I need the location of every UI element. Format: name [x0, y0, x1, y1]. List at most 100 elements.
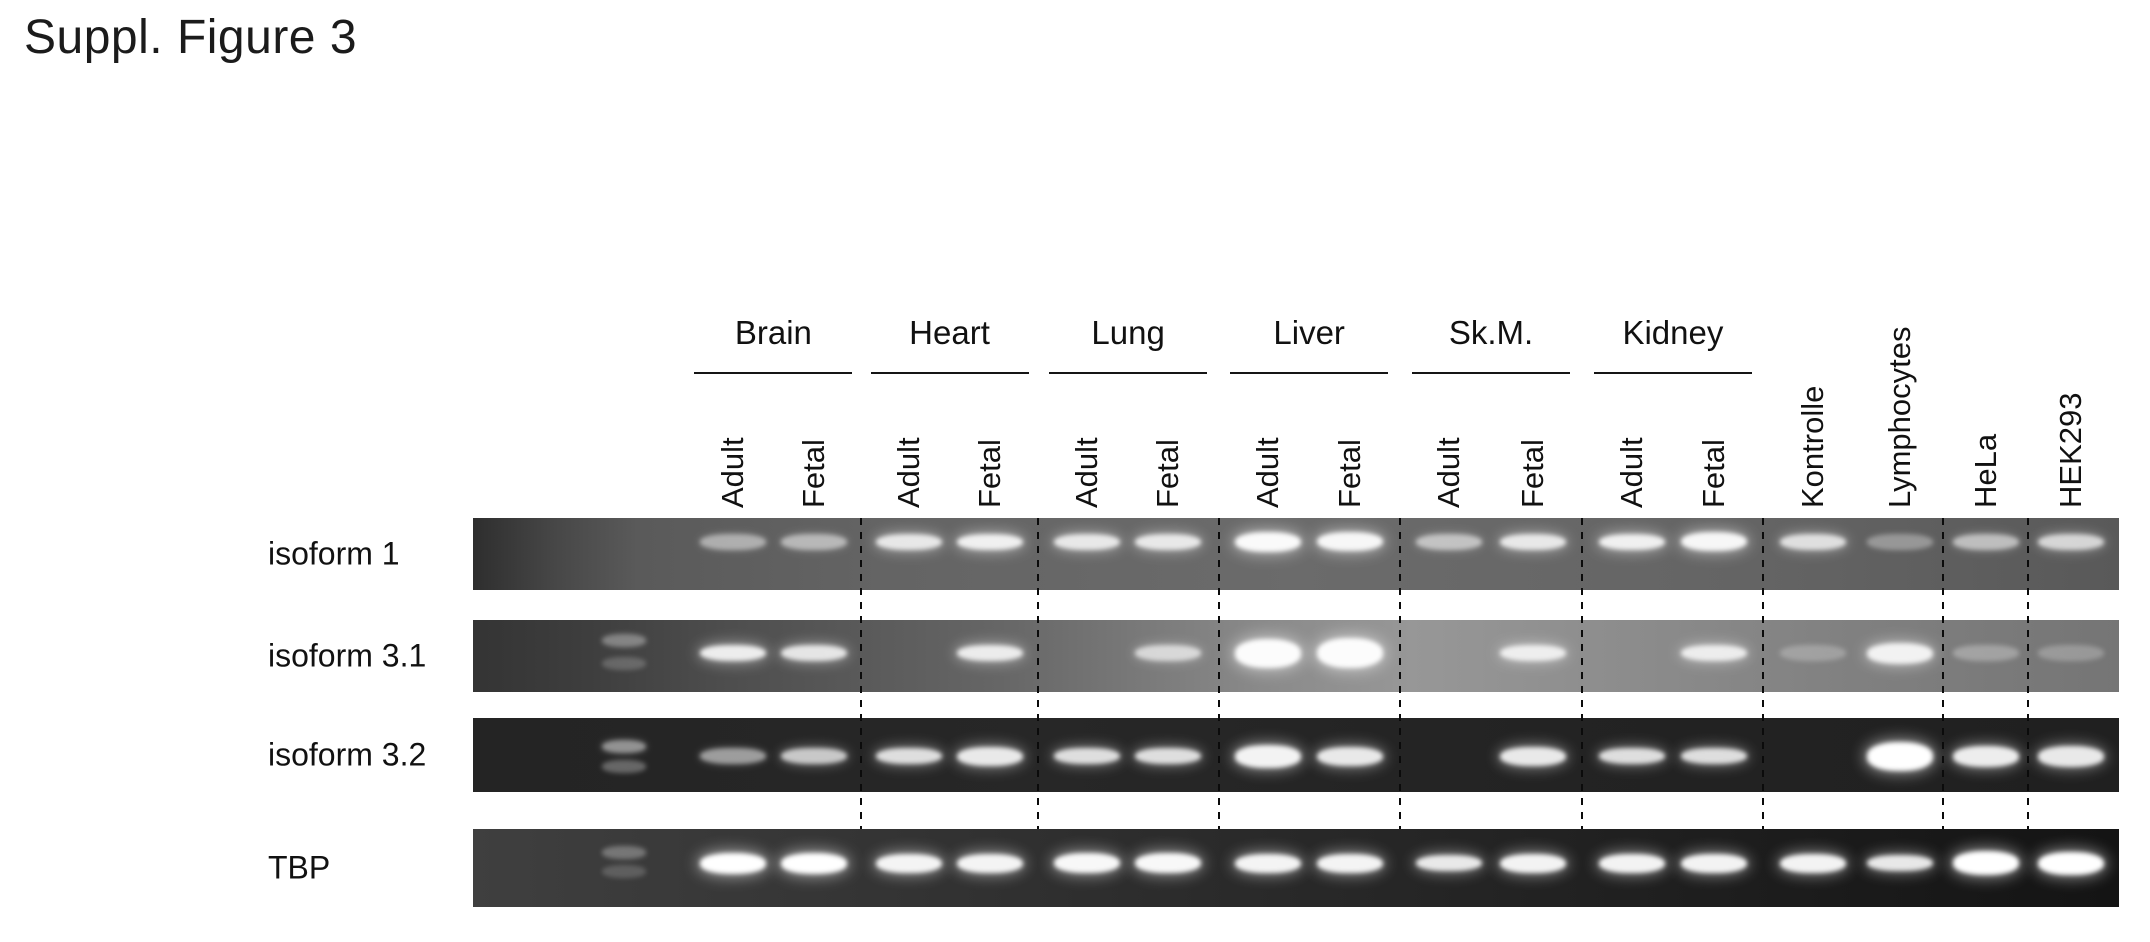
tissue-group-underline — [1593, 372, 1752, 374]
gel-band — [876, 748, 943, 765]
gel-band — [1317, 637, 1384, 669]
gel-band — [700, 748, 767, 765]
lane-label: Adult — [1431, 437, 1467, 508]
gel-band — [1053, 533, 1120, 550]
gel-band — [1500, 746, 1567, 767]
gel-band — [780, 645, 847, 662]
gel-band — [1235, 531, 1302, 552]
lane-separator-line — [860, 518, 863, 829]
gel-strip-isoform-3-2 — [473, 718, 2119, 792]
tissue-group-label: Kidney — [1622, 314, 1724, 351]
gel-band — [780, 748, 847, 765]
gel-band — [1500, 853, 1567, 873]
gel-band — [1598, 748, 1665, 765]
gel-band — [876, 533, 943, 550]
lane-label: Fetal — [1696, 439, 1732, 508]
gel-band — [1779, 533, 1846, 550]
gel-band — [1235, 853, 1302, 873]
gel-band — [1500, 533, 1567, 550]
lane-separator-line — [1581, 518, 1584, 829]
ladder-band — [602, 656, 647, 670]
gel-band — [1952, 645, 2019, 662]
row-label: TBP — [268, 849, 331, 886]
gel-band — [1867, 855, 1934, 872]
gel-band — [2038, 645, 2105, 662]
lane-label: Fetal — [1515, 439, 1551, 508]
gel-band — [1416, 855, 1483, 872]
lane-separator-line — [1217, 518, 1220, 829]
row-label: isoform 3.2 — [268, 736, 427, 773]
gel-band — [2038, 851, 2105, 875]
gel-band — [700, 645, 767, 662]
gel-band — [1500, 645, 1567, 662]
lane-label: HeLa — [1967, 433, 2003, 508]
tissue-group-label: Brain — [734, 314, 812, 351]
lane-separator-line — [2027, 518, 2030, 829]
tissue-group-underline — [1412, 372, 1571, 374]
gel-band — [1053, 853, 1120, 874]
gel-band — [956, 645, 1023, 662]
gel-band — [1681, 532, 1748, 552]
gel-band — [1681, 645, 1748, 662]
tissue-group-label: Heart — [909, 314, 990, 351]
lane-label: HEK293 — [2053, 392, 2089, 508]
gel-band — [1235, 638, 1302, 668]
row-label: isoform 1 — [268, 535, 400, 572]
ladder-band — [602, 760, 647, 774]
gel-band — [1317, 853, 1384, 873]
lane-separator-line — [1762, 518, 1765, 829]
gel-band — [1779, 853, 1846, 873]
gel-band — [1317, 746, 1384, 767]
gel-band — [2038, 746, 2105, 767]
gel-band — [1952, 533, 2019, 550]
lane-label: Adult — [891, 437, 927, 508]
lane-label: Adult — [1250, 437, 1286, 508]
gel-strip-isoform-1 — [473, 518, 2119, 590]
tissue-group-underline — [694, 372, 853, 374]
gel-band — [780, 533, 847, 550]
gel-band — [1952, 746, 2019, 767]
lane-label: Lymphocytes — [1882, 326, 1918, 509]
gel-band — [956, 533, 1023, 550]
gel-band — [1135, 645, 1202, 662]
lane-label: Kontrolle — [1794, 385, 1830, 508]
ladder-band — [602, 739, 647, 753]
lane-label: Fetal — [971, 439, 1007, 508]
gel-band — [1235, 745, 1302, 768]
tissue-group-label: Lung — [1091, 314, 1165, 351]
gel-strip-tbp — [473, 829, 2119, 907]
gel-band — [1135, 853, 1202, 874]
gel-band — [1952, 851, 2019, 876]
gel-band — [700, 852, 767, 874]
gel-band — [1135, 748, 1202, 765]
gel-band — [700, 533, 767, 550]
ladder-band — [602, 845, 647, 859]
gel-band — [1135, 533, 1202, 550]
lane-label: Adult — [715, 437, 751, 508]
tissue-group-underline — [1230, 372, 1389, 374]
lane-separator-line — [1941, 518, 1944, 829]
gel-band — [1598, 533, 1665, 550]
lane-label: Adult — [1613, 437, 1649, 508]
gel-band — [956, 853, 1023, 873]
gel-band — [780, 852, 847, 874]
row-label: isoform 3.1 — [268, 637, 427, 674]
gel-band — [1598, 853, 1665, 873]
lane-label: Fetal — [1150, 439, 1186, 508]
gel-band — [2038, 533, 2105, 550]
lane-separator-line — [1037, 518, 1040, 829]
ladder-band — [602, 633, 647, 647]
figure-title: Suppl. Figure 3 — [24, 11, 358, 64]
gel-band — [1416, 533, 1483, 550]
lane-label: Fetal — [795, 439, 831, 508]
gel-band — [1681, 748, 1748, 765]
ladder-band — [602, 865, 647, 879]
gel-band — [1867, 742, 1934, 771]
tissue-group-underline — [870, 372, 1029, 374]
gel-band — [1053, 748, 1120, 765]
lane-separator-line — [1398, 518, 1401, 829]
gel-band — [1681, 853, 1748, 873]
tissue-group-underline — [1049, 372, 1208, 374]
gel-band — [876, 853, 943, 873]
